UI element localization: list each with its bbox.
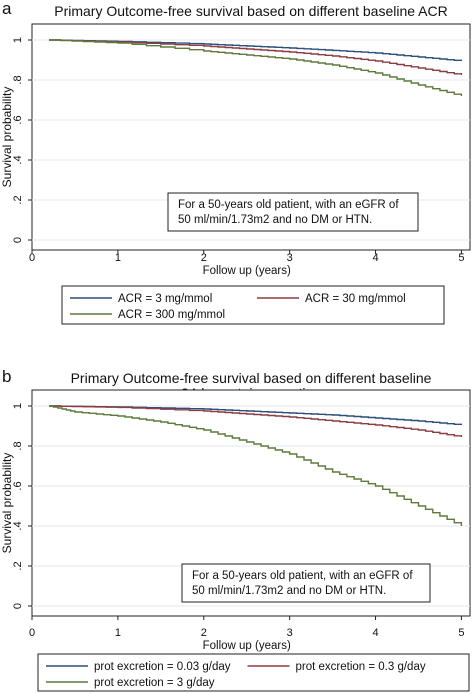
series-line-2 bbox=[49, 405, 463, 437]
y-tick-label: 1 bbox=[12, 403, 24, 409]
y-tick-label: 0 bbox=[12, 237, 24, 243]
x-tick-label: 1 bbox=[115, 627, 121, 639]
x-tick-label: 1 bbox=[115, 252, 121, 264]
legend-box bbox=[61, 285, 445, 325]
legend-label-1: prot excretion = 0.03 g/day bbox=[94, 661, 231, 673]
chart-title: Primary Outcome-free survival based on d… bbox=[71, 370, 432, 386]
annotation-text: 50 ml/min/1.73m2 and no DM or HTN. bbox=[178, 214, 372, 226]
annotation-text: For a 50-years old patient, with an eGFR… bbox=[192, 570, 413, 582]
x-tick-label: 3 bbox=[287, 627, 293, 639]
panel-letter: a bbox=[2, 0, 12, 18]
annotation-box bbox=[167, 192, 419, 232]
x-tick-label: 2 bbox=[201, 252, 207, 264]
y-tick-label: .2 bbox=[12, 195, 24, 204]
annotation-box bbox=[181, 563, 431, 603]
series-line-3 bbox=[49, 39, 463, 96]
legend-label-3: prot excretion = 3 g/day bbox=[94, 677, 215, 689]
x-tick-label: 4 bbox=[372, 627, 378, 639]
chart-title: Primary Outcome-free survival based on d… bbox=[54, 3, 447, 19]
x-tick-label: 5 bbox=[458, 627, 464, 639]
y-tick-label: .8 bbox=[12, 441, 24, 450]
x-tick-label: 3 bbox=[287, 252, 293, 264]
series-line-3 bbox=[49, 405, 463, 526]
y-tick-label: 0 bbox=[12, 603, 24, 609]
y-tick-label: 1 bbox=[12, 37, 24, 43]
y-tick-label: .6 bbox=[12, 481, 24, 490]
annotation-text: 50 ml/min/1.73m2 and no DM or HTN. bbox=[192, 585, 386, 597]
legend-label-3: ACR = 300 mg/mmol bbox=[118, 309, 225, 321]
panel-letter: b bbox=[2, 367, 11, 386]
legend-label-2: prot excretion = 0.3 g/day bbox=[296, 661, 426, 673]
legend-box bbox=[37, 653, 470, 692]
chart-panel-b: b Primary Outcome-free survival based on … bbox=[0, 367, 471, 692]
chart-panel-a: a Primary Outcome-free survival based on … bbox=[0, 0, 471, 325]
x-tick-label: 4 bbox=[372, 252, 378, 264]
y-tick-label: .4 bbox=[12, 155, 24, 164]
y-tick-label: .4 bbox=[12, 521, 24, 530]
x-tick-label: 5 bbox=[458, 252, 464, 264]
x-axis-label: Follow up (years) bbox=[203, 640, 291, 652]
y-tick-label: .2 bbox=[12, 561, 24, 570]
y-tick-label: .6 bbox=[12, 115, 24, 124]
x-axis-label: Follow up (years) bbox=[203, 265, 291, 277]
legend-label-1: ACR = 3 mg/mmol bbox=[118, 293, 212, 305]
x-tick-label: 0 bbox=[29, 252, 35, 264]
y-axis-label: Survival probability bbox=[0, 87, 14, 188]
x-tick-label: 2 bbox=[201, 627, 207, 639]
y-tick-label: .8 bbox=[12, 75, 24, 84]
x-tick-label: 0 bbox=[29, 627, 35, 639]
y-axis-label: Survival probability bbox=[0, 453, 14, 554]
annotation-text: For a 50-years old patient, with an eGFR… bbox=[178, 199, 399, 211]
series-line-2 bbox=[49, 39, 463, 75]
legend-label-2: ACR = 30 mg/mmol bbox=[305, 293, 406, 305]
